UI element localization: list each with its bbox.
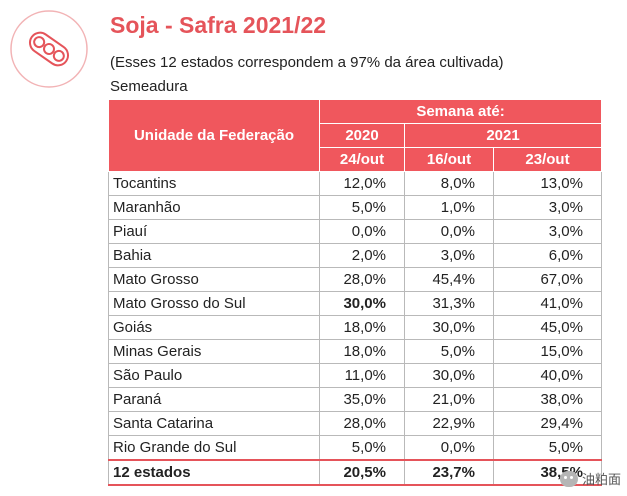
table-row: Mato Grosso 28,0% 45,4% 67,0% [108,267,602,292]
value-cell: 40,0% [493,363,602,388]
value-cell: 3,0% [404,243,494,268]
value-cell: 12,0% [319,171,405,196]
value-cell: 0,0% [404,435,494,461]
table-row: Bahia 2,0% 3,0% 6,0% [108,243,602,268]
sowing-progress-table: Unidade da Federação Semana até: 2020 20… [108,99,602,486]
watermark-text: 油粕面 [581,472,621,487]
value-cell: 30,0% [319,291,405,316]
table-row: Tocantins 12,0% 8,0% 13,0% [108,171,602,196]
value-cell: 30,0% [404,315,494,340]
section-label: Semeadura [110,78,188,95]
value-cell: 5,0% [404,339,494,364]
value-cell: 3,0% [493,195,602,220]
table-row: Piauí 0,0% 0,0% 3,0% [108,219,602,244]
state-name: Bahia [108,243,320,268]
header-year-2020: 2020 [319,123,405,148]
value-cell: 13,0% [493,171,602,196]
value-cell: 15,0% [493,339,602,364]
value-cell: 0,0% [404,219,494,244]
total-label: 12 estados [108,459,320,486]
value-cell: 35,0% [319,387,405,412]
state-name: Mato Grosso [108,267,320,292]
state-name: Rio Grande do Sul [108,435,320,461]
header-region: Unidade da Federação [108,99,320,172]
value-cell: 29,4% [493,411,602,436]
watermark: 油粕面 [559,469,621,488]
header-week: Semana até: [319,99,602,124]
header-date: 16/out [404,147,494,172]
header-year-2021: 2021 [404,123,602,148]
total-value: 23,7% [404,459,494,486]
wechat-icon [559,470,578,487]
value-cell: 21,0% [404,387,494,412]
table-row: Goiás 18,0% 30,0% 45,0% [108,315,602,340]
value-cell: 2,0% [319,243,405,268]
value-cell: 22,9% [404,411,494,436]
page-title: Soja - Safra 2021/22 [110,12,327,38]
value-cell: 45,0% [493,315,602,340]
value-cell: 18,0% [319,315,405,340]
soybean-pod-icon [8,8,90,90]
value-cell: 5,0% [319,195,405,220]
value-cell: 6,0% [493,243,602,268]
table-row: Rio Grande do Sul 5,0% 0,0% 5,0% [108,435,602,461]
state-name: Santa Catarina [108,411,320,436]
state-name: São Paulo [108,363,320,388]
table-row: Mato Grosso do Sul 30,0% 31,3% 41,0% [108,291,602,316]
state-name: Piauí [108,219,320,244]
value-cell: 11,0% [319,363,405,388]
value-cell: 28,0% [319,411,405,436]
state-name: Maranhão [108,195,320,220]
table-row: São Paulo 11,0% 30,0% 40,0% [108,363,602,388]
value-cell: 41,0% [493,291,602,316]
value-cell: 31,3% [404,291,494,316]
page-subtitle: (Esses 12 estados correspondem a 97% da … [110,54,504,71]
value-cell: 1,0% [404,195,494,220]
value-cell: 5,0% [319,435,405,461]
value-cell: 8,0% [404,171,494,196]
state-name: Minas Gerais [108,339,320,364]
state-name: Tocantins [108,171,320,196]
state-name: Goiás [108,315,320,340]
value-cell: 45,4% [404,267,494,292]
total-value: 20,5% [319,459,405,486]
total-row: 12 estados 20,5% 23,7% 38,5% [108,459,602,486]
table-row: Paraná 35,0% 21,0% 38,0% [108,387,602,412]
table-row: Maranhão 5,0% 1,0% 3,0% [108,195,602,220]
value-cell: 18,0% [319,339,405,364]
value-cell: 5,0% [493,435,602,461]
state-name: Paraná [108,387,320,412]
value-cell: 30,0% [404,363,494,388]
header-date: 23/out [493,147,602,172]
value-cell: 0,0% [319,219,405,244]
table-row: Santa Catarina 28,0% 22,9% 29,4% [108,411,602,436]
header-date: 24/out [319,147,405,172]
table-row: Minas Gerais 18,0% 5,0% 15,0% [108,339,602,364]
value-cell: 38,0% [493,387,602,412]
state-name: Mato Grosso do Sul [108,291,320,316]
value-cell: 28,0% [319,267,405,292]
value-cell: 3,0% [493,219,602,244]
value-cell: 67,0% [493,267,602,292]
